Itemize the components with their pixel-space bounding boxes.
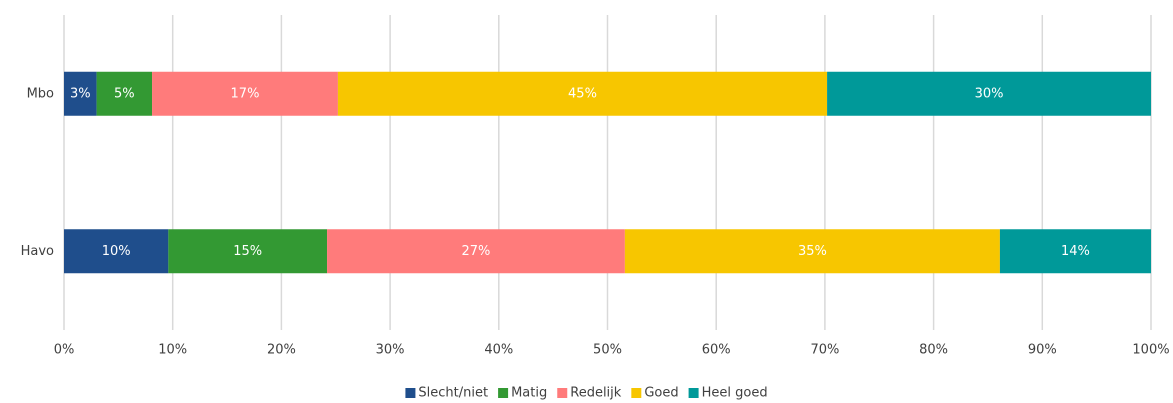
legend-label: Heel goed	[702, 386, 768, 401]
x-tick-label: 70%	[810, 343, 839, 358]
y-tick-label: Havo	[21, 244, 54, 259]
y-tick-label: Mbo	[27, 86, 54, 101]
legend-swatch	[498, 388, 509, 398]
x-tick-label: 80%	[919, 343, 948, 358]
x-tick-label: 0%	[54, 343, 75, 358]
x-tick-label: 20%	[267, 343, 296, 358]
x-tick-label: 10%	[158, 343, 187, 358]
data-label: 15%	[233, 244, 262, 259]
x-tick-label: 40%	[484, 343, 513, 358]
x-tick-label: 90%	[1028, 343, 1057, 358]
bar-segment	[827, 71, 1151, 116]
data-label: 3%	[70, 86, 91, 101]
bar-segment	[64, 71, 97, 116]
data-label: 27%	[462, 244, 491, 259]
bar-segment	[624, 229, 1000, 274]
bar-segment	[999, 229, 1151, 274]
legend-swatch	[405, 388, 416, 398]
legend-label: Goed	[644, 386, 678, 401]
bar-segment	[168, 229, 328, 274]
x-tick-label: 30%	[376, 343, 405, 358]
bar-segment	[337, 71, 828, 116]
x-tick-label: 50%	[593, 343, 622, 358]
legend-swatch	[688, 388, 699, 398]
data-label: 14%	[1061, 244, 1090, 259]
legend-label: Slecht/niet	[418, 386, 488, 401]
legend-label: Matig	[511, 386, 547, 401]
data-label: 5%	[114, 86, 135, 101]
data-label: 45%	[568, 86, 597, 101]
bar-segment	[152, 71, 338, 116]
x-tick-label: 100%	[1132, 343, 1169, 358]
bar-segment	[327, 229, 625, 274]
data-label: 17%	[231, 86, 260, 101]
bar-segment	[64, 229, 169, 274]
x-tick-label: 60%	[702, 343, 731, 358]
legend-label: Redelijk	[570, 386, 622, 401]
legend-swatch	[557, 388, 568, 398]
legend-swatch	[631, 388, 642, 398]
data-label: 10%	[102, 244, 131, 259]
bar-segment	[96, 71, 153, 116]
data-label: 30%	[975, 86, 1004, 101]
data-label: 35%	[798, 244, 827, 259]
